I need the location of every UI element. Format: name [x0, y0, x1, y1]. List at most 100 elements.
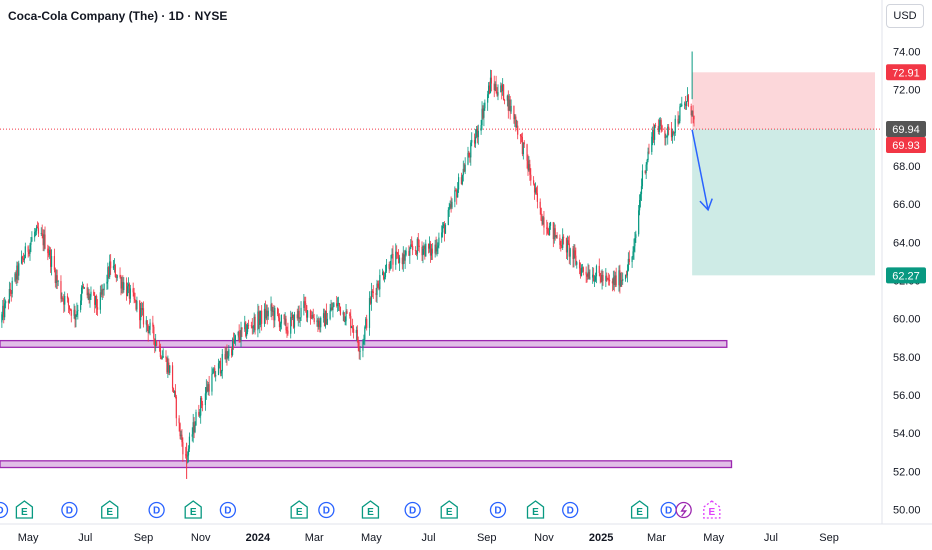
candle-body: [165, 356, 167, 359]
symbol-title: Coca-Cola Company (The) · 1D · NYSE: [8, 9, 228, 23]
candle-body: [304, 301, 306, 304]
candle-body: [561, 246, 563, 248]
candle-body: [586, 274, 588, 277]
candle-body: [542, 217, 544, 225]
candle-body: [156, 341, 158, 346]
candle-body: [385, 264, 387, 272]
candle-body: [554, 228, 556, 237]
candle-body: [611, 281, 614, 284]
candle-body: [320, 317, 322, 328]
candle-body: [160, 356, 162, 359]
candle-body: [496, 91, 498, 96]
candle-body: [436, 247, 438, 252]
candle-body: [7, 301, 10, 303]
candle-body: [565, 237, 568, 253]
candle-body: [428, 243, 431, 249]
candle-body: [40, 233, 42, 234]
candle-body: [633, 246, 635, 252]
candle-body: [648, 151, 650, 153]
candle-body: [345, 311, 347, 322]
candle-body: [55, 275, 57, 284]
price-tag-label: 69.93: [892, 140, 920, 152]
candle-body: [403, 254, 405, 261]
candle-body: [336, 303, 338, 307]
candle-body: [83, 287, 86, 289]
candle-body: [63, 298, 65, 305]
candle-body: [290, 317, 292, 334]
earnings-icon: [184, 500, 202, 519]
x-tick-label: Jul: [78, 532, 92, 544]
candle-body: [106, 281, 108, 284]
candle-body: [89, 296, 91, 300]
candle-body: [148, 329, 150, 334]
candle-body: [678, 121, 680, 124]
earnings-icon: [630, 500, 649, 519]
candle-body: [464, 164, 466, 172]
candle-body: [178, 418, 180, 424]
candle-body: [159, 346, 161, 357]
candle-body: [296, 314, 298, 319]
candle-body: [560, 244, 562, 247]
candle-body: [29, 244, 31, 255]
x-tick-label: Nov: [191, 532, 211, 544]
candle-body: [677, 118, 679, 124]
candle-body: [276, 307, 279, 314]
candle-body: [337, 303, 339, 307]
candle-body: [383, 277, 386, 279]
x-tick-label: Mar: [305, 532, 324, 544]
candle-body: [447, 209, 449, 226]
candle-body: [9, 288, 11, 294]
candle-body: [685, 101, 688, 106]
candle-body: [627, 258, 629, 271]
candle-body: [115, 276, 117, 279]
candle-body: [126, 282, 128, 296]
candle-body: [324, 311, 327, 327]
y-tick-label: 66.00: [893, 199, 921, 211]
candle-body: [578, 262, 581, 269]
candle-body: [376, 283, 378, 295]
candle-body: [108, 267, 110, 277]
candle-body: [1, 314, 3, 323]
candle-body: [154, 338, 156, 346]
currency-button[interactable]: USD: [886, 4, 924, 28]
x-tick-label: May: [18, 532, 39, 544]
candle-body: [113, 265, 116, 267]
candle-body: [495, 84, 497, 92]
candle-body: [619, 270, 621, 287]
candle-body: [260, 310, 262, 319]
candle-body: [483, 108, 485, 118]
candle-body: [5, 301, 7, 304]
candle-body: [319, 320, 321, 328]
candle-body: [595, 265, 598, 277]
candle-body: [443, 224, 446, 234]
candle-body: [585, 271, 587, 275]
candle-body: [658, 126, 660, 132]
candle-body: [506, 95, 508, 101]
candle-body: [355, 329, 357, 333]
earnings-icon-label: E: [367, 507, 374, 518]
candle-body: [391, 253, 393, 255]
candle-body: [48, 253, 50, 256]
candle-body: [298, 310, 300, 319]
candle-body: [23, 258, 25, 260]
earnings-icon: [703, 500, 721, 519]
candle-body: [318, 320, 320, 327]
candle-body: [665, 137, 667, 139]
candle-body: [448, 208, 450, 210]
candle-body: [510, 105, 512, 112]
candle-body: [41, 233, 43, 235]
candle-body: [15, 273, 17, 280]
candle-body: [221, 353, 223, 372]
candle-body: [484, 102, 486, 109]
candle-body: [57, 281, 59, 282]
candle-body: [634, 238, 636, 247]
candle-body: [208, 384, 210, 392]
candle-body: [429, 243, 432, 256]
candle-body: [474, 136, 477, 144]
candle-body: [430, 248, 433, 256]
earnings-icon-label: E: [446, 507, 453, 518]
candle-body: [80, 287, 83, 301]
candle-body: [450, 204, 452, 208]
candle-body: [494, 84, 496, 91]
